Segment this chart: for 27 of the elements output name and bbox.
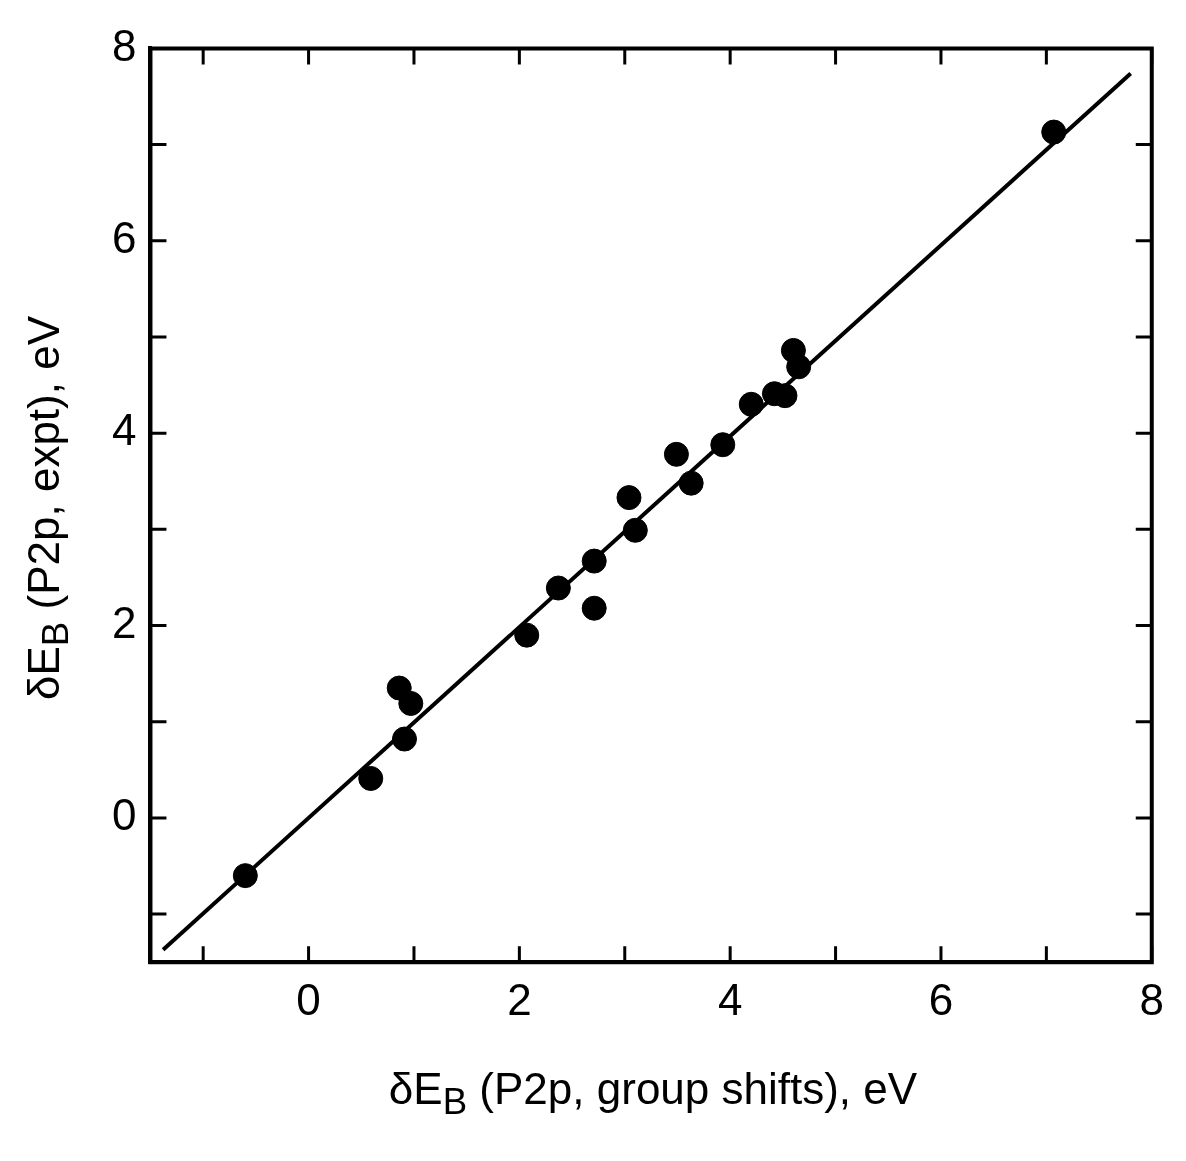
point bbox=[581, 548, 607, 574]
x-tick-label: 2 bbox=[507, 974, 532, 1024]
y-tick-label: 8 bbox=[111, 20, 137, 70]
point bbox=[738, 391, 764, 417]
point bbox=[581, 595, 607, 621]
x-tick-label: 6 bbox=[928, 974, 954, 1024]
y-tick-label: 4 bbox=[111, 405, 137, 455]
x-axis-title: δE$_{B}$ (P2p, group shifts), eV bbox=[387, 1064, 919, 1123]
point bbox=[622, 517, 648, 543]
point bbox=[514, 622, 540, 648]
x-tick-label: 4 bbox=[717, 974, 743, 1024]
y-tick-label: 2 bbox=[111, 597, 137, 647]
point bbox=[545, 575, 571, 601]
point bbox=[663, 441, 689, 467]
point bbox=[232, 863, 258, 889]
point bbox=[616, 485, 642, 511]
point bbox=[398, 690, 424, 716]
y-tick-label: 0 bbox=[111, 790, 137, 840]
point bbox=[786, 354, 812, 380]
point bbox=[710, 432, 736, 458]
point bbox=[1041, 119, 1067, 145]
x-tick-label: 0 bbox=[296, 974, 321, 1024]
point bbox=[391, 726, 417, 752]
y-tick-label: 6 bbox=[111, 212, 137, 262]
point bbox=[358, 765, 384, 791]
point bbox=[678, 470, 704, 496]
x-tick-label: 8 bbox=[1139, 974, 1165, 1024]
